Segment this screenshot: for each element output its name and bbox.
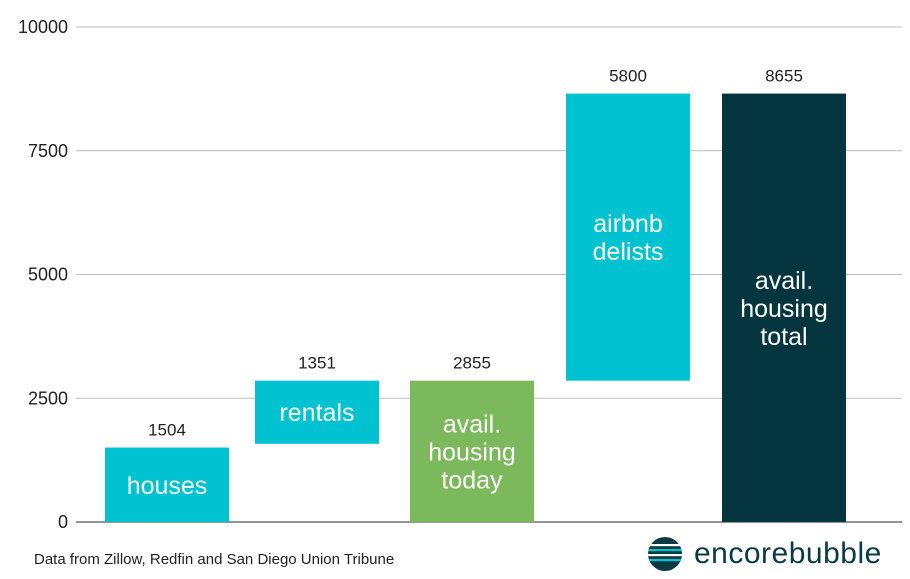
bar-label: airbnb delists bbox=[593, 210, 664, 266]
bars: 1504 houses 1351 rentals 2855 avail. housing to… bbox=[105, 67, 846, 522]
bar bbox=[105, 447, 229, 522]
data-label: 5800 bbox=[609, 67, 647, 86]
brand-logo: encorebubble bbox=[646, 534, 882, 574]
data-label: 1351 bbox=[298, 354, 336, 373]
source-note: Data from Zillow, Redfin and San Diego U… bbox=[34, 551, 395, 568]
bar-label: avail. housing total bbox=[740, 267, 828, 351]
bar-label: avail. housing today bbox=[428, 410, 516, 494]
brand-name: encorebubble bbox=[694, 537, 882, 570]
bar bbox=[722, 93, 846, 522]
bar-label: rentals bbox=[279, 399, 354, 427]
bar bbox=[255, 380, 379, 444]
bar-label: houses bbox=[127, 472, 208, 500]
y-tick-label: 5000 bbox=[28, 265, 68, 285]
data-label: 8655 bbox=[765, 67, 803, 86]
data-label: 1504 bbox=[148, 421, 186, 440]
data-label: 2855 bbox=[453, 354, 491, 373]
y-tick-label: 0 bbox=[58, 512, 68, 532]
y-tick-label: 10000 bbox=[18, 17, 68, 37]
bar bbox=[410, 380, 534, 522]
y-axis-ticks: 0 2500 5000 7500 10000 bbox=[18, 17, 68, 532]
bar bbox=[566, 93, 690, 381]
y-tick-label: 2500 bbox=[28, 388, 68, 408]
encorebubble-logo-icon bbox=[648, 537, 682, 571]
y-tick-label: 7500 bbox=[28, 141, 68, 161]
